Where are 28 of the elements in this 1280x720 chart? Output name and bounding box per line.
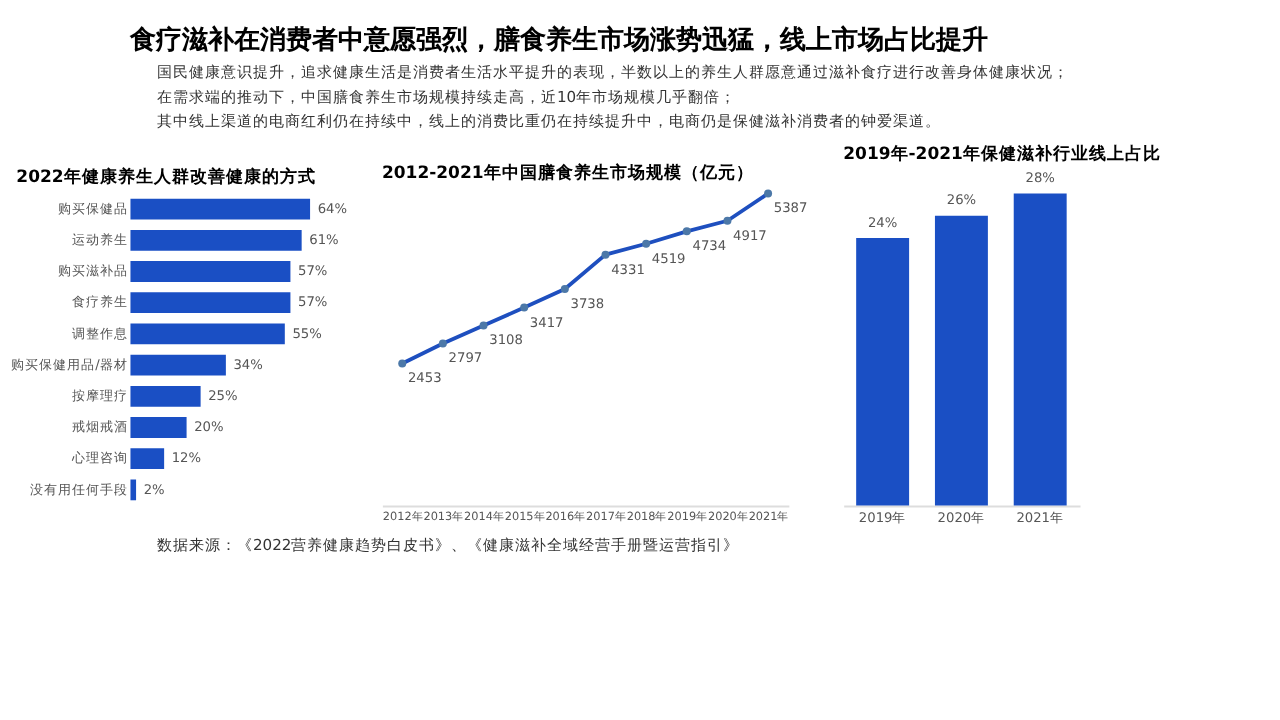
text: 食疗滋补在消费者中意愿强烈，膳食养生市场涨势迅猛，线上市场占比提升 [128, 23, 989, 56]
bar [130, 479, 137, 501]
text: 国民健康意识提升，追求健康生活是消费者生活水平提升的表现，半数以上的养生人群愿意通过滋补食疗进行改善身体健康状况； [156, 63, 1069, 82]
text: 在需求端的推动下，中国膳食养生市场规模持续走高，近10年市场规模几乎翻倍； [156, 87, 737, 106]
point [601, 250, 610, 259]
bar [130, 198, 311, 220]
chart-title: 2019年-2021年保健滋补行业线上占比 [843, 143, 1161, 166]
bar [130, 385, 201, 407]
point [642, 239, 651, 248]
bar [130, 229, 302, 251]
chart-title: 2022年健康养生人群改善健康的方式 [16, 166, 316, 189]
bar [130, 261, 291, 282]
bar [130, 417, 187, 438]
point [438, 339, 447, 348]
point [723, 216, 732, 225]
point [398, 359, 407, 368]
text: 其中线上渠道的电商红利仍在持续中，线上的消费比重仍在持续提升中，电商仍是保健滋补消费者的钟爱渠道。 [156, 112, 941, 131]
point [479, 321, 488, 330]
bar [130, 448, 165, 470]
source-note: 数据来源：《2022营养健康趋势白皮书》、《健康滋补全域经营手册暨运营指引》 [156, 535, 740, 554]
point [764, 189, 773, 198]
bar [130, 354, 226, 376]
point [520, 303, 529, 312]
point [682, 227, 691, 236]
bar [130, 292, 291, 314]
bar [130, 323, 285, 345]
chart-title: 2012-2021年中国膳食养生市场规模（亿元） [381, 162, 754, 185]
point [560, 285, 569, 294]
